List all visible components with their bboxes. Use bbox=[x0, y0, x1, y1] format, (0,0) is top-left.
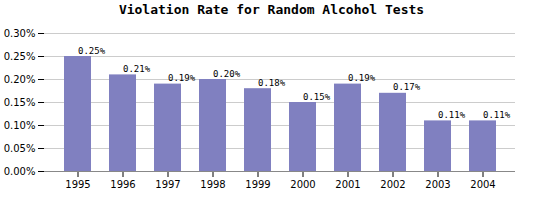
svg-text:0.10%: 0.10% bbox=[4, 120, 36, 131]
svg-text:2003: 2003 bbox=[425, 179, 450, 190]
svg-text:0.25%: 0.25% bbox=[4, 51, 36, 62]
svg-text:0.17%: 0.17% bbox=[393, 82, 421, 92]
svg-text:0.15%: 0.15% bbox=[303, 92, 331, 102]
svg-text:0.21%: 0.21% bbox=[123, 64, 151, 74]
svg-text:0.25%: 0.25% bbox=[78, 46, 106, 56]
svg-text:1996: 1996 bbox=[110, 179, 135, 190]
svg-text:1999: 1999 bbox=[245, 179, 270, 190]
svg-text:2001: 2001 bbox=[335, 179, 360, 190]
svg-text:0.00%: 0.00% bbox=[4, 166, 36, 177]
svg-text:1995: 1995 bbox=[65, 179, 90, 190]
svg-text:0.30%: 0.30% bbox=[4, 28, 36, 39]
svg-text:0.05%: 0.05% bbox=[4, 143, 36, 154]
svg-text:0.19%: 0.19% bbox=[168, 73, 196, 83]
svg-text:0.15%: 0.15% bbox=[4, 97, 36, 108]
svg-text:2002: 2002 bbox=[380, 179, 405, 190]
svg-text:1997: 1997 bbox=[155, 179, 180, 190]
svg-text:0.18%: 0.18% bbox=[258, 78, 286, 88]
svg-text:2000: 2000 bbox=[290, 179, 315, 190]
svg-text:0.19%: 0.19% bbox=[348, 73, 376, 83]
svg-text:0.11%: 0.11% bbox=[483, 110, 511, 120]
svg-text:0.20%: 0.20% bbox=[213, 69, 241, 79]
svg-text:1998: 1998 bbox=[200, 179, 225, 190]
svg-text:2004: 2004 bbox=[470, 179, 495, 190]
svg-text:0.20%: 0.20% bbox=[4, 74, 36, 85]
html-text:Violation Rate for Random Alco: Violation Rate for Random Alcohol Tests bbox=[118, 2, 425, 17]
svg-text:0.11%: 0.11% bbox=[438, 110, 466, 120]
